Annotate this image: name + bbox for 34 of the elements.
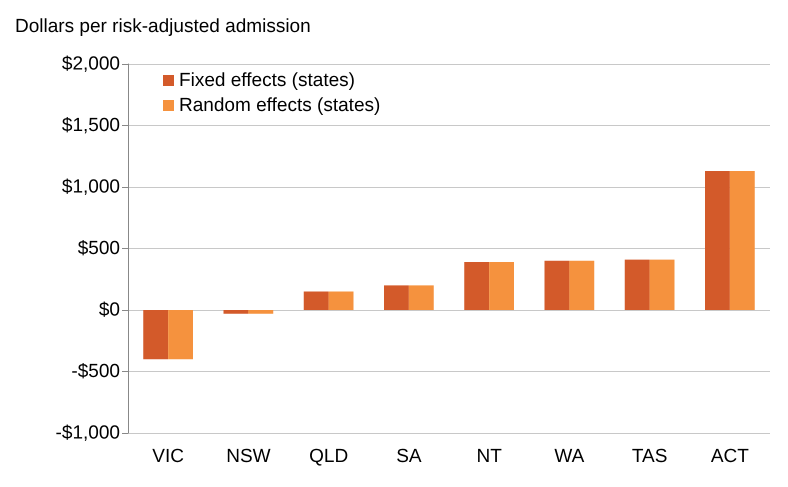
x-tick-label: QLD [309,446,348,467]
y-tick-label: -$500 [71,361,120,382]
bar [408,285,434,310]
bar [168,310,194,360]
bar [650,260,675,310]
x-tick-label: TAS [632,446,668,467]
bar [248,310,274,314]
bar [384,285,409,310]
y-tick-label: $1,000 [62,176,120,198]
x-tick-label: ACT [710,446,750,467]
bar [224,310,248,314]
bar [624,260,650,310]
legend-label: Random effects (states) [179,95,380,116]
y-tick-label: $0 [98,300,120,320]
y-tick-label: $2,000 [62,54,120,74]
bar [328,292,354,310]
legend-label: Fixed effects (states) [179,70,355,91]
bar [569,260,594,310]
bar [544,260,570,310]
x-tick-label: VIC [152,446,184,467]
x-tick-label: SA [396,446,422,467]
x-tick-label: NSW [226,446,271,467]
y-axis-title: Dollars per risk-adjusted admission [15,16,311,37]
y-tick-label: -$1,000 [56,422,120,444]
y-tick-label: $1,500 [62,115,120,136]
bar [464,262,490,310]
y-tick-label: $500 [78,238,120,259]
bar [730,171,755,310]
x-tick-label: WA [554,446,585,467]
x-tick-label: NT [476,446,502,467]
bar [304,292,329,310]
bar [705,171,730,310]
bar [143,310,168,360]
bar [489,262,514,310]
